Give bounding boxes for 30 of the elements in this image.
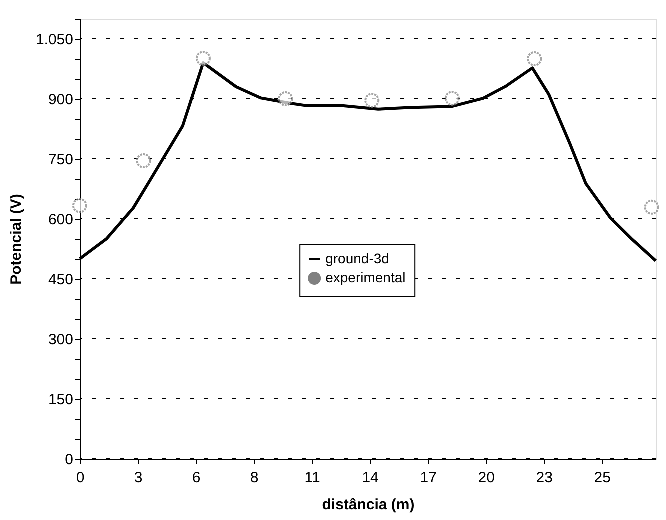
y-tick-label: 450 xyxy=(48,272,74,288)
x-tick-label: 14 xyxy=(362,470,379,486)
legend-label: ground-3d xyxy=(326,250,390,266)
y-tick-label: 300 xyxy=(48,332,74,348)
point xyxy=(72,198,88,214)
y-tick-label: 750 xyxy=(48,152,74,168)
x-tick-label: 23 xyxy=(536,470,553,486)
y-tick-label: 900 xyxy=(48,92,74,108)
y-tick-label: 1.050 xyxy=(36,32,74,48)
x-tick-label: 3 xyxy=(134,470,143,486)
point xyxy=(527,51,542,67)
point xyxy=(196,51,211,66)
point xyxy=(444,91,460,106)
point xyxy=(364,93,380,108)
legend-label: experimental xyxy=(326,270,406,286)
x-tick-label: 11 xyxy=(304,470,320,486)
x-tick-label: 0 xyxy=(76,470,85,486)
point xyxy=(136,153,152,169)
y-tick-label: 0 xyxy=(65,452,74,468)
point xyxy=(644,200,660,215)
x-tick-label: 6 xyxy=(192,470,201,486)
x-axis-title: distância (m) xyxy=(322,496,415,514)
y-axis-title: Potencial (V) xyxy=(8,194,25,285)
point xyxy=(278,91,294,107)
x-tick-label: 25 xyxy=(594,470,611,486)
x-tick-label: 20 xyxy=(478,470,495,486)
x-tick-label: 17 xyxy=(420,470,437,486)
y-tick-label: 150 xyxy=(48,392,74,408)
x-tick-label: 8 xyxy=(250,470,259,486)
y-tick-label: 600 xyxy=(48,212,74,228)
